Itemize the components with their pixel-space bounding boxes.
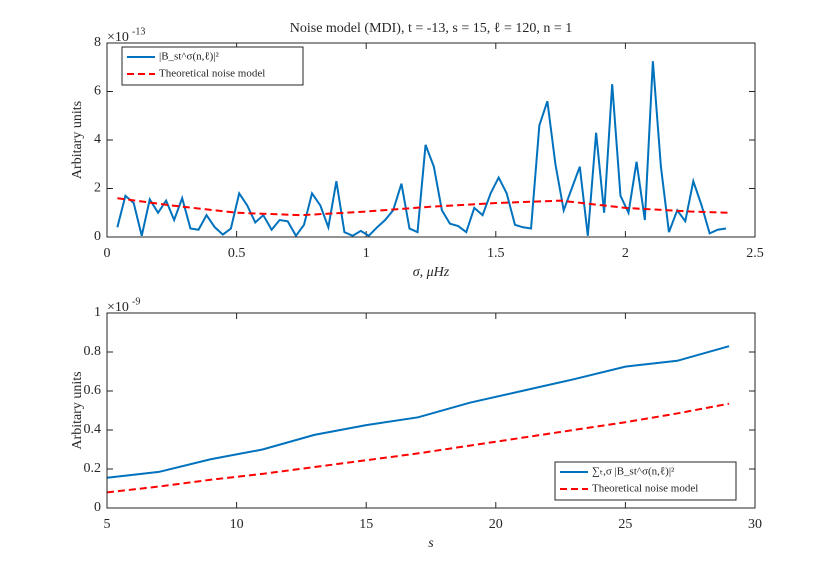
x-tick-label: 2 <box>622 246 629 261</box>
data-line <box>106 345 730 479</box>
y-tick-label: 8 <box>94 35 101 50</box>
data-line <box>117 197 730 217</box>
x-tick-label: 15 <box>359 517 373 532</box>
x-tick-label: 0.5 <box>228 246 246 261</box>
y-tick-label: 0.2 <box>84 461 102 476</box>
y-multiplier: ×10 <box>107 300 129 315</box>
y-exponent: -9 <box>132 296 140 307</box>
y-multiplier: ×10 <box>107 30 129 45</box>
y-tick-label: 4 <box>94 132 101 147</box>
axes-box <box>106 42 756 238</box>
legend-box <box>554 461 737 501</box>
x-axis-label: s <box>428 536 434 551</box>
data-line <box>106 402 730 494</box>
x-axis-label: σ, μHz <box>413 265 450 280</box>
x-tick-label: 1 <box>363 246 370 261</box>
y-tick-label: 6 <box>94 84 101 99</box>
legend-label: |B_st^σ(n,ℓ)|² <box>159 51 220 63</box>
legend-label: ∑ₜ,σ |B_st^σ(n,ℓ)|² <box>592 466 675 478</box>
x-tick-label: 30 <box>748 517 762 532</box>
legend-label: Theoretical noise model <box>159 68 265 80</box>
x-tick-label: 0 <box>104 246 111 261</box>
data-line <box>116 61 727 238</box>
y-tick-label: 0.8 <box>84 344 102 359</box>
x-tick-label: 2.5 <box>746 246 764 261</box>
y-tick-label: 1 <box>94 305 101 320</box>
y-exponent: -13 <box>132 26 145 37</box>
y-axis-label: Arbitary units <box>70 101 85 179</box>
x-tick-label: 1.5 <box>487 246 505 261</box>
x-tick-label: 20 <box>489 517 503 532</box>
legend-label: Theoretical noise model <box>592 483 698 495</box>
y-tick-label: 0.6 <box>84 383 102 398</box>
y-axis-label: Arbitary units <box>70 371 85 449</box>
y-tick-label: 0.4 <box>84 422 102 437</box>
y-tick-label: 0 <box>94 229 101 244</box>
x-tick-label: 25 <box>618 517 632 532</box>
y-tick-label: 2 <box>94 181 101 196</box>
legend-box <box>121 46 304 86</box>
chart-title: Noise model (MDI), t = -13, s = 15, ℓ = … <box>290 21 573 36</box>
axes-box <box>106 312 756 509</box>
y-tick-label: 0 <box>94 500 101 515</box>
x-tick-label: 5 <box>104 517 111 532</box>
x-tick-label: 10 <box>230 517 244 532</box>
